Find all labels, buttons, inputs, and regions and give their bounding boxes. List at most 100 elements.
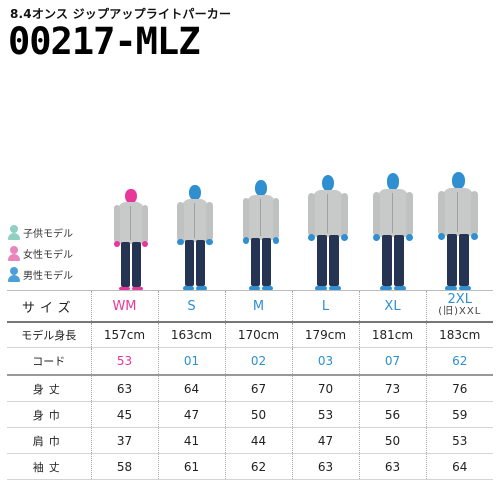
model-head — [189, 184, 201, 201]
size-s: S — [157, 290, 225, 323]
model-hand — [373, 233, 381, 241]
size-table: サイズ WM S M L XL 2XL (旧)XXL モデル身長 157cm 1… — [7, 290, 493, 480]
female-model-figure — [110, 188, 151, 290]
table-cell: 64 — [157, 375, 225, 402]
model-head — [321, 174, 335, 192]
table-cell: 181cm — [358, 322, 426, 348]
model-head — [386, 173, 400, 191]
model-legend: 子供モデル 女性モデル 男性モデル — [8, 222, 73, 285]
body-width-row: 身巾 45 47 50 53 56 59 — [7, 401, 493, 428]
model-hand — [272, 237, 280, 244]
hoodie-sleeve — [242, 198, 250, 240]
size-2xl: 2XL (旧)XXL — [425, 290, 493, 323]
model-foot — [328, 286, 341, 290]
size-2xl-alt-label: (旧)XXL — [438, 306, 482, 317]
size-row-label: サイズ — [7, 290, 91, 323]
table-cell: 44 — [224, 427, 292, 454]
hoodie-sleeve — [272, 198, 280, 240]
jeans-leg — [317, 235, 327, 287]
table-cell: 63 — [358, 453, 426, 480]
jeans-leg — [185, 239, 194, 287]
model-foot — [393, 286, 406, 290]
male-model-icon — [8, 267, 20, 282]
hoodie — [313, 190, 343, 238]
table-cell: 64 — [425, 453, 493, 480]
table-cell: 56 — [358, 401, 426, 428]
size-2xl-label: 2XL — [447, 292, 472, 307]
model-hand — [308, 234, 316, 242]
model-foot — [119, 286, 130, 290]
row-label: 袖丈 — [7, 453, 91, 480]
jeans-leg — [447, 234, 457, 286]
male-model-figure — [305, 174, 352, 290]
table-cell: 07 — [358, 347, 426, 376]
table-cell: 59 — [425, 401, 493, 428]
model-foot — [380, 286, 392, 290]
model-head — [254, 180, 268, 197]
model-hand — [206, 239, 213, 246]
table-cell: 70 — [291, 375, 359, 402]
table-cell: 02 — [224, 347, 292, 376]
legend-item-male: 男性モデル — [8, 264, 73, 285]
color-code-row: コード 53 01 02 03 07 62 — [7, 347, 493, 376]
table-cell: 73 — [358, 375, 426, 402]
hoodie-sleeve — [438, 191, 445, 235]
table-cell: 183cm — [425, 322, 493, 348]
size-l: L — [291, 290, 359, 323]
table-cell: 179cm — [291, 322, 359, 348]
model-foot — [183, 286, 194, 290]
model-hand — [114, 241, 121, 248]
table-cell: 37 — [90, 427, 158, 454]
table-cell: 53 — [90, 347, 158, 376]
table-cell: 157cm — [90, 322, 158, 348]
model-hand — [438, 233, 445, 240]
table-cell: 01 — [157, 347, 225, 376]
table-cell: 63 — [291, 453, 359, 480]
table-cell: 63 — [90, 375, 158, 402]
hoodie-sleeve — [177, 202, 184, 242]
hoodie — [118, 202, 144, 244]
model-head — [125, 188, 137, 204]
male-model-figure — [174, 184, 217, 290]
model-foot — [131, 286, 143, 290]
jeans-leg — [250, 237, 260, 287]
hoodie-sleeve — [373, 192, 381, 236]
jeans-leg — [195, 239, 205, 287]
size-xl: XL — [358, 290, 426, 323]
jeans-leg — [393, 234, 404, 287]
legend-label: 男性モデル — [23, 271, 73, 282]
table-cell: 163cm — [157, 322, 225, 348]
model-hand — [340, 234, 348, 242]
model-foot — [261, 286, 274, 290]
model-hand — [177, 239, 184, 246]
product-code: 00217-MLZ — [8, 20, 200, 63]
table-cell: 170cm — [224, 322, 292, 348]
size-m: M — [224, 290, 292, 323]
jeans-leg — [328, 235, 339, 287]
table-cell: 53 — [291, 401, 359, 428]
legend-label: 女性モデル — [23, 250, 73, 261]
table-cell: 76 — [425, 375, 493, 402]
product-subtitle: 8.4オンス ジップアップライトパーカー — [10, 7, 232, 21]
size-header-row: サイズ WM S M L XL 2XL (旧)XXL — [7, 290, 493, 323]
model-head — [451, 172, 465, 189]
male-model-figure — [434, 172, 482, 290]
table-cell: 53 — [425, 427, 493, 454]
model-foot — [445, 286, 457, 290]
hoodie-sleeve — [141, 205, 148, 244]
model-foot — [315, 286, 327, 290]
hoodie-sleeve — [471, 191, 478, 235]
model-foot — [248, 286, 260, 290]
jeans-leg — [121, 241, 130, 287]
hoodie — [443, 188, 473, 236]
hoodie-sleeve — [206, 202, 213, 242]
hoodie-sleeve — [340, 193, 348, 237]
table-cell: 62 — [425, 347, 493, 376]
model-foot — [195, 286, 207, 290]
model-hand — [242, 237, 250, 244]
model-hand — [141, 241, 148, 248]
row-label: 身丈 — [7, 375, 91, 402]
child-model-icon — [8, 225, 20, 240]
male-model-figure — [369, 173, 416, 290]
table-cell: 50 — [358, 427, 426, 454]
